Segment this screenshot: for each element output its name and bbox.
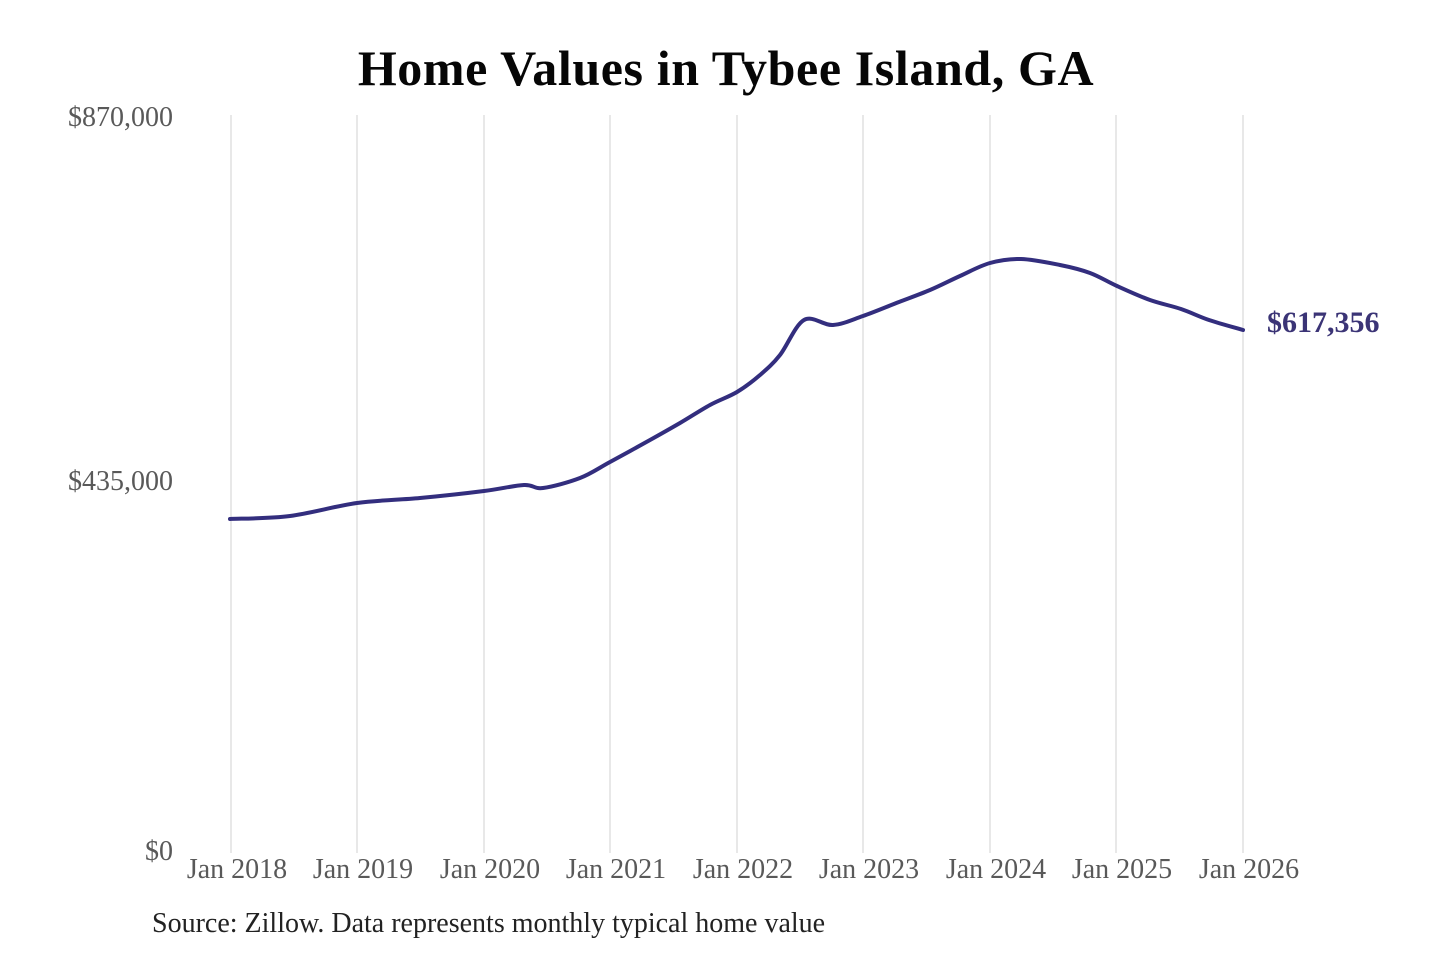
svg-text:$0: $0 — [145, 836, 173, 867]
svg-text:Jan 2018: Jan 2018 — [187, 854, 287, 885]
svg-text:Jan 2024: Jan 2024 — [946, 854, 1046, 885]
svg-text:Jan 2026: Jan 2026 — [1199, 854, 1299, 885]
svg-text:Jan 2023: Jan 2023 — [819, 854, 919, 885]
svg-text:Jan 2019: Jan 2019 — [313, 854, 413, 885]
svg-text:Jan 2021: Jan 2021 — [566, 854, 666, 885]
svg-text:Jan 2020: Jan 2020 — [440, 854, 540, 885]
svg-text:$435,000: $435,000 — [68, 466, 173, 497]
svg-text:$617,356: $617,356 — [1267, 306, 1380, 339]
svg-text:$870,000: $870,000 — [68, 102, 173, 133]
svg-text:Jan 2025: Jan 2025 — [1072, 854, 1172, 885]
svg-text:Jan 2022: Jan 2022 — [693, 854, 793, 885]
